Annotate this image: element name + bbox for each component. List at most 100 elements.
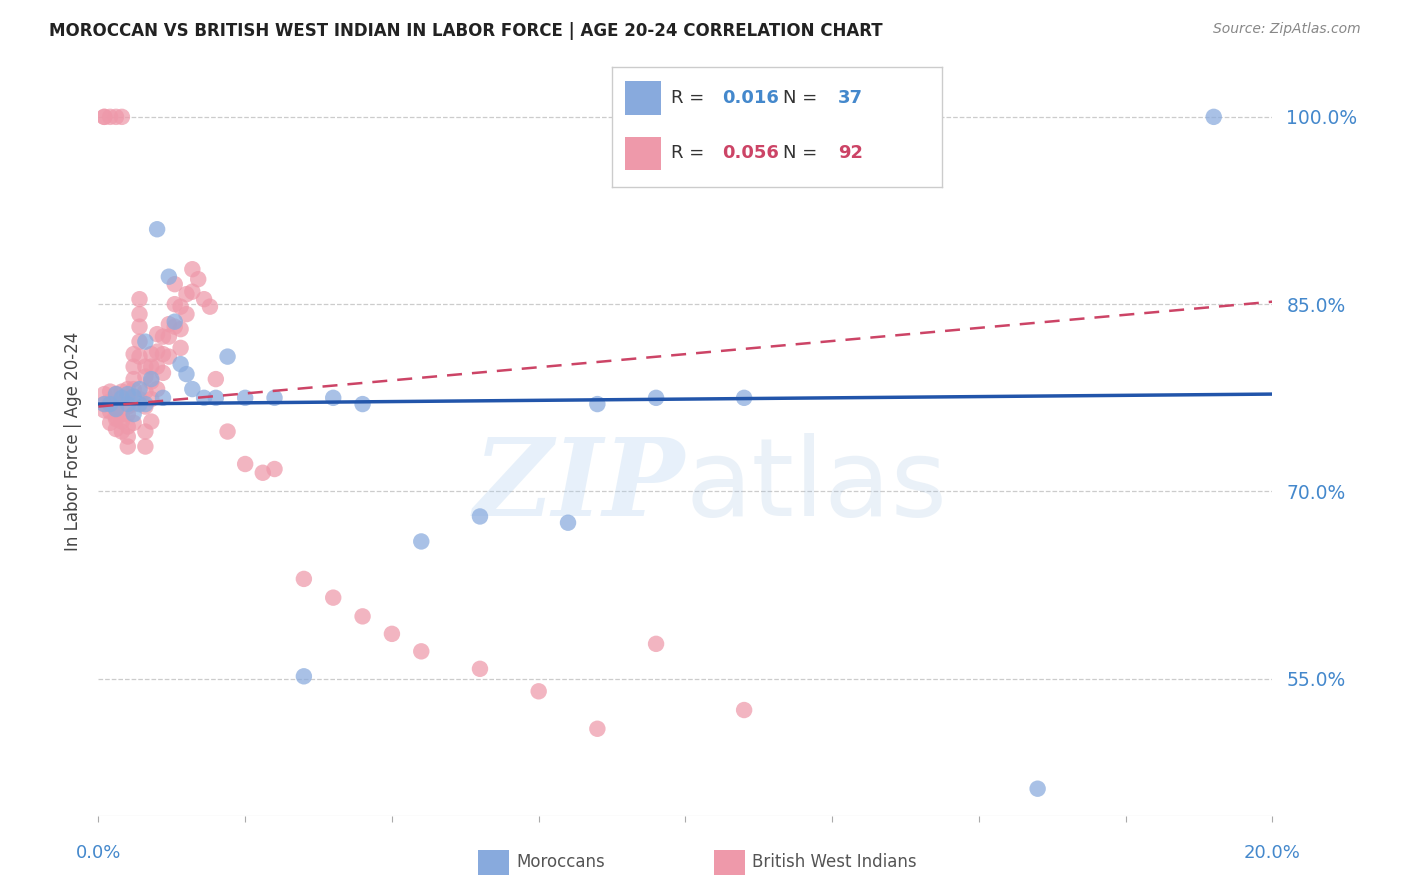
Text: R =: R =: [671, 144, 704, 162]
Point: [1026, 781, 1049, 796]
Point: [122, 416, 145, 430]
Point: [557, 516, 579, 530]
Bar: [624, 81, 661, 115]
Point: [217, 350, 239, 364]
Point: [93, 397, 115, 411]
Point: [134, 397, 156, 411]
Point: [181, 382, 204, 396]
Point: [93, 110, 115, 124]
Point: [134, 369, 156, 384]
Point: [157, 269, 180, 284]
Point: [187, 272, 209, 286]
Point: [146, 344, 169, 359]
Point: [105, 409, 128, 424]
Point: [157, 350, 180, 364]
Text: N =: N =: [783, 144, 818, 162]
Bar: [624, 136, 661, 170]
Text: ZIP: ZIP: [474, 434, 686, 540]
Point: [169, 300, 191, 314]
Point: [98, 384, 121, 399]
Text: R =: R =: [671, 88, 704, 107]
Text: 20.0%: 20.0%: [1244, 844, 1301, 862]
Point: [93, 403, 115, 417]
Text: atlas: atlas: [686, 434, 948, 540]
Point: [233, 391, 256, 405]
Point: [217, 425, 239, 439]
Point: [163, 319, 186, 334]
Point: [233, 457, 256, 471]
Point: [292, 669, 315, 683]
Point: [134, 400, 156, 414]
Point: [105, 387, 128, 401]
Point: [111, 425, 134, 439]
Point: [163, 297, 186, 311]
Point: [98, 397, 121, 411]
Point: [468, 509, 491, 524]
Point: [111, 415, 134, 429]
Point: [98, 404, 121, 418]
Y-axis label: In Labor Force | Age 20-24: In Labor Force | Age 20-24: [63, 332, 82, 551]
Point: [105, 402, 128, 417]
Point: [105, 402, 128, 417]
Point: [141, 415, 163, 429]
Point: [122, 397, 145, 411]
Point: [122, 382, 145, 396]
Text: 0.056: 0.056: [723, 144, 779, 162]
Point: [252, 466, 274, 480]
Text: 0.016: 0.016: [723, 88, 779, 107]
Point: [411, 644, 433, 658]
Point: [117, 387, 139, 401]
Point: [134, 425, 156, 439]
Point: [98, 110, 121, 124]
Point: [181, 285, 204, 299]
Text: British West Indians: British West Indians: [752, 853, 917, 871]
Bar: [478, 850, 509, 875]
Point: [352, 397, 374, 411]
Point: [198, 300, 221, 314]
Point: [128, 397, 150, 411]
Point: [134, 384, 156, 399]
Text: Source: ZipAtlas.com: Source: ZipAtlas.com: [1213, 22, 1361, 37]
Point: [146, 382, 169, 396]
Point: [146, 327, 169, 342]
Point: [141, 375, 163, 389]
Point: [152, 347, 174, 361]
Point: [105, 412, 128, 426]
Point: [176, 367, 198, 381]
Point: [468, 662, 491, 676]
Point: [93, 110, 115, 124]
Point: [128, 292, 150, 306]
Text: N =: N =: [783, 88, 818, 107]
Point: [122, 390, 145, 404]
Point: [146, 359, 169, 374]
Point: [128, 307, 150, 321]
Point: [263, 462, 285, 476]
Text: 37: 37: [838, 88, 863, 107]
Point: [322, 391, 344, 405]
Point: [1202, 110, 1225, 124]
Point: [152, 329, 174, 343]
Point: [111, 391, 134, 405]
Point: [117, 407, 139, 421]
Point: [163, 315, 186, 329]
Point: [111, 407, 134, 421]
Bar: [714, 850, 745, 875]
Text: Moroccans: Moroccans: [516, 853, 605, 871]
Point: [586, 397, 609, 411]
Point: [117, 390, 139, 404]
Point: [263, 391, 285, 405]
Point: [152, 366, 174, 380]
Point: [381, 627, 404, 641]
Point: [111, 397, 134, 411]
Point: [98, 394, 121, 409]
Point: [117, 382, 139, 396]
Point: [157, 317, 180, 331]
Point: [645, 637, 668, 651]
Point: [141, 392, 163, 406]
Point: [193, 391, 215, 405]
Point: [128, 319, 150, 334]
Point: [128, 350, 150, 364]
Point: [122, 407, 145, 421]
Point: [411, 534, 433, 549]
Point: [157, 329, 180, 343]
